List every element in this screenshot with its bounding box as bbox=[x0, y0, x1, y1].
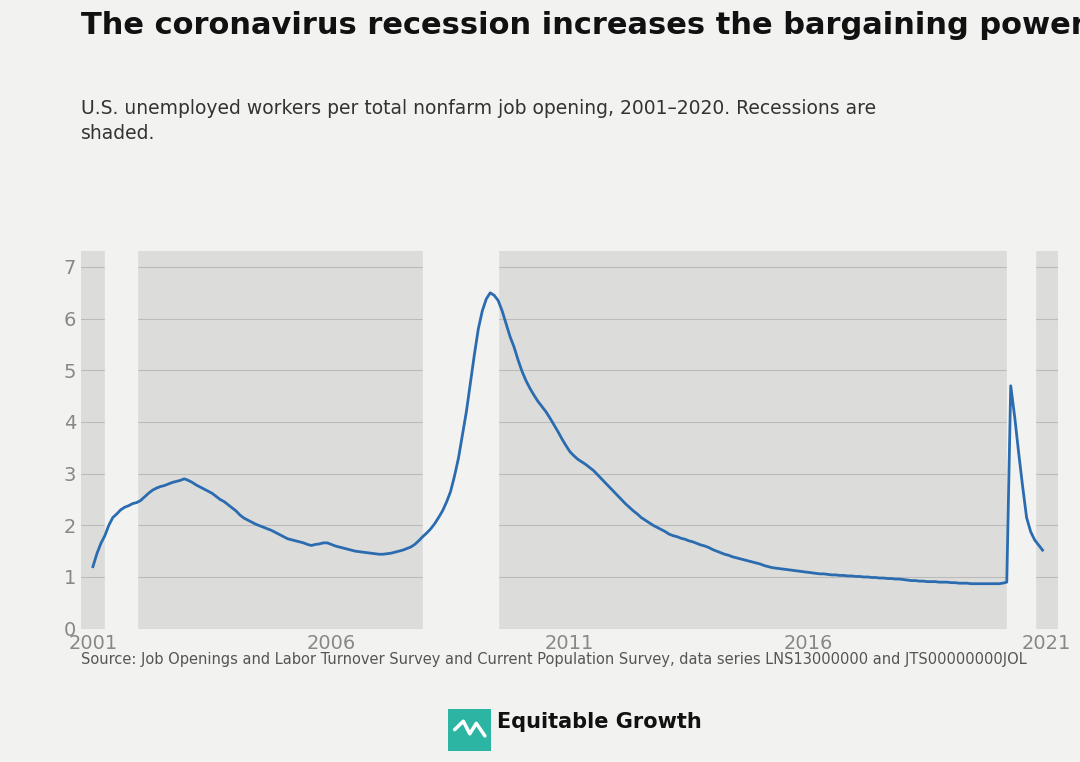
Bar bbox=[1007, 251, 1035, 629]
Text: Source: Job Openings and Labor Turnover Survey and Current Population Survey, da: Source: Job Openings and Labor Turnover … bbox=[81, 652, 1027, 667]
Bar bbox=[423, 251, 498, 629]
Bar bbox=[105, 251, 137, 629]
FancyBboxPatch shape bbox=[446, 706, 494, 753]
Text: The coronavirus recession increases the bargaining power of employers: The coronavirus recession increases the … bbox=[81, 11, 1080, 40]
Text: Equitable Growth: Equitable Growth bbox=[497, 712, 702, 732]
Text: U.S. unemployed workers per total nonfarm job opening, 2001–2020. Recessions are: U.S. unemployed workers per total nonfar… bbox=[81, 99, 876, 143]
